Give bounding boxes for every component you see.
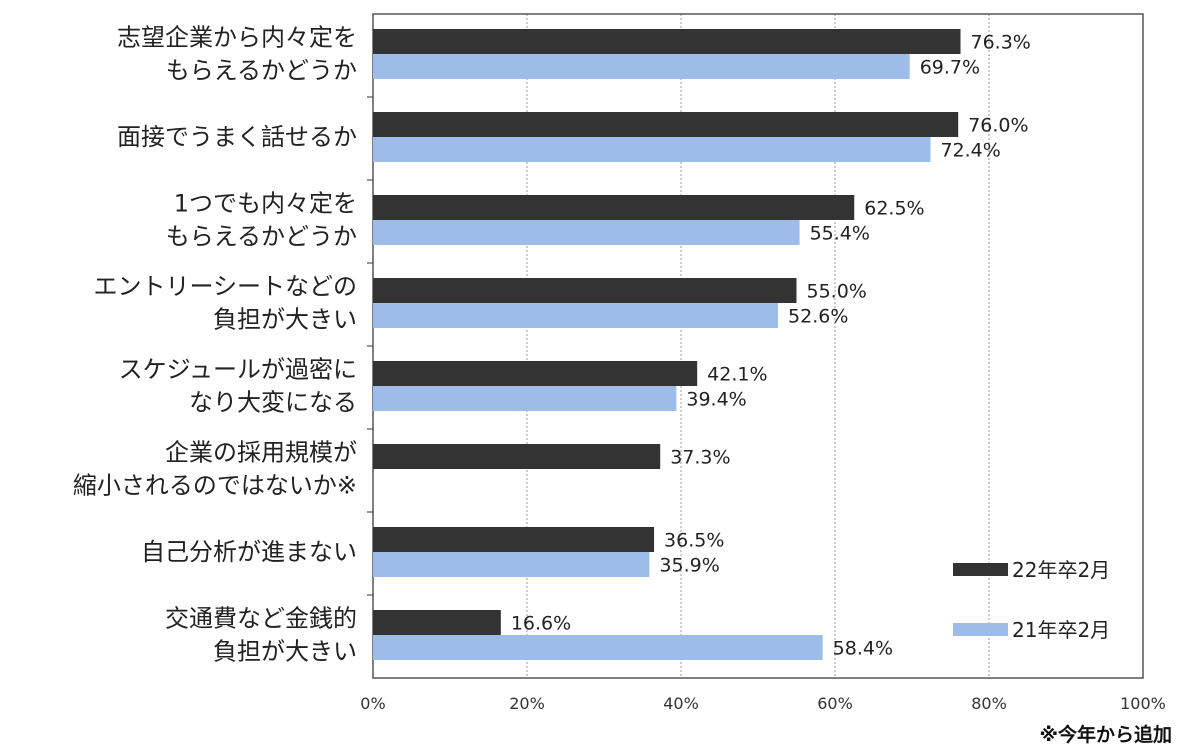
data-label: 16.6%	[511, 613, 571, 635]
data-label: 76.3%	[971, 32, 1031, 54]
x-tick-label: 80%	[971, 694, 1007, 713]
legend-swatch	[953, 563, 1008, 576]
x-tick-label: 0%	[360, 694, 385, 713]
category-labels: 志望企業から内々定をもらえるかどうか面接でうまく話せるか1つでも内々定をもらえる…	[73, 24, 357, 666]
bar-series1	[373, 112, 959, 137]
data-label: 42.1%	[707, 364, 767, 386]
data-label: 55.0%	[807, 281, 867, 303]
category-label: スケジュールが過密に	[119, 356, 357, 384]
bars: 76.3% 69.7% 76.0% 72.4% 62.5% 55.4% 55.0% 52.6%…	[373, 29, 1031, 660]
bar-series1	[373, 29, 961, 54]
bar-series2	[373, 635, 823, 660]
category-label: 自己分析が進まない	[141, 538, 357, 566]
x-tick-label: 60%	[817, 694, 853, 713]
x-tick-label: 40%	[663, 694, 699, 713]
x-tick-label: 100%	[1120, 694, 1166, 713]
data-label: 35.9%	[659, 555, 719, 577]
category-label: 志望企業から内々定を	[117, 24, 357, 52]
legend: 22年卒2月 21年卒2月	[953, 558, 1110, 642]
data-label: 52.6%	[788, 306, 848, 328]
data-label: 39.4%	[686, 389, 746, 411]
data-label: 37.3%	[670, 447, 730, 469]
category-label: エントリーシートなどの	[93, 273, 357, 301]
data-label: 72.4%	[940, 140, 1000, 162]
bar-series2	[373, 54, 910, 79]
bar-series2	[373, 303, 779, 328]
footnote: ※今年から追加	[1040, 723, 1172, 746]
plot-area	[372, 13, 1144, 679]
category-label: 1つでも内々定を	[174, 190, 357, 218]
bar-series2	[373, 220, 800, 245]
legend-swatch	[953, 623, 1008, 636]
bar-series1	[373, 610, 501, 635]
legend-label: 21年卒2月	[1012, 618, 1110, 642]
data-label: 76.0%	[968, 115, 1028, 137]
bar-series1	[373, 195, 855, 220]
data-label: 55.4%	[810, 223, 870, 245]
x-tick-label: 20%	[509, 694, 545, 713]
bar-series2	[373, 552, 650, 577]
data-label: 69.7%	[920, 57, 980, 79]
category-label: 負担が大きい	[213, 638, 357, 666]
category-label: 負担が大きい	[213, 306, 357, 334]
data-label: 58.4%	[833, 638, 893, 660]
category-label: 企業の採用規模が	[165, 439, 357, 467]
bar-series1	[373, 361, 698, 386]
bar-series1	[373, 527, 655, 552]
x-axis-ticks: 0% 20% 40% 60% 80% 100%	[360, 694, 1166, 713]
category-label: もらえるかどうか	[166, 57, 357, 85]
category-label: 面接でうまく話せるか	[117, 123, 357, 151]
bar-series2	[373, 386, 677, 411]
bar-series2	[373, 137, 931, 162]
category-label: 交通費など金銭的	[165, 605, 357, 633]
category-label: もらえるかどうか	[166, 223, 357, 251]
category-label: なり大変になる	[189, 389, 357, 417]
data-label: 36.5%	[664, 530, 724, 552]
bar-series1	[373, 278, 797, 303]
category-label: 縮小されるのではないか※	[73, 472, 357, 500]
data-label: 62.5%	[864, 198, 924, 220]
bar-series1	[373, 444, 661, 469]
legend-label: 22年卒2月	[1012, 558, 1110, 582]
